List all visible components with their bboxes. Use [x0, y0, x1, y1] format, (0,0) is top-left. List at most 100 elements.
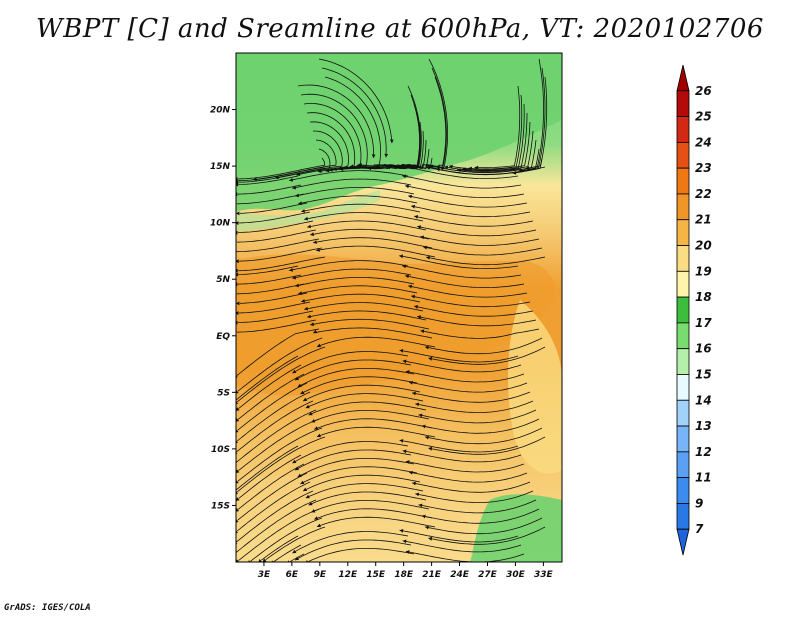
streamline-arrowhead — [408, 194, 412, 199]
streamline — [300, 376, 418, 395]
streamline-arrowhead — [311, 419, 316, 423]
chart-title: WBPT [C] and Sreamline at 600hPa, VT: 20… — [36, 14, 764, 44]
streamline-arrowhead — [409, 380, 413, 385]
streamline — [417, 316, 537, 327]
streamline — [448, 121, 531, 170]
streamline — [420, 236, 540, 246]
x-tick-label: 6E — [286, 570, 299, 580]
streamline-arrowhead — [411, 204, 415, 209]
streamline-arrowhead — [325, 168, 330, 173]
streamline-arrowhead — [308, 501, 313, 506]
streamline-arrowhead — [262, 558, 267, 562]
streamline — [343, 130, 424, 169]
streamline — [402, 360, 522, 373]
streamline-arrowhead — [420, 329, 425, 334]
streamline — [302, 474, 421, 492]
streamline-arrowhead — [444, 165, 449, 170]
streamline — [289, 553, 305, 562]
streamline — [292, 178, 412, 189]
streamline — [292, 268, 412, 279]
x-tick-label: 30E — [506, 570, 526, 580]
x-tick-label: 3E — [258, 570, 271, 580]
streamline-arrowhead — [304, 216, 308, 221]
streamline — [296, 121, 349, 176]
streamline — [310, 318, 430, 330]
streamline-arrowhead — [405, 370, 410, 374]
streamline — [298, 285, 418, 295]
streamline — [265, 526, 326, 561]
streamline-arrowhead — [289, 268, 293, 272]
streamline — [316, 516, 436, 528]
streamline — [308, 401, 427, 416]
streamline — [418, 409, 537, 424]
streamline-arrowhead — [384, 153, 389, 158]
streamline — [238, 256, 326, 272]
streamline-arrowhead — [292, 275, 296, 280]
streamline — [237, 184, 302, 195]
streamline — [238, 175, 299, 185]
streamline — [237, 436, 326, 493]
x-tick-label: 18E — [394, 570, 414, 580]
streamline — [313, 327, 433, 339]
streamline-arrowhead — [399, 164, 403, 169]
streamline — [239, 202, 308, 214]
streamline-arrowhead — [412, 391, 416, 396]
streamline — [428, 526, 546, 545]
streamline — [428, 346, 546, 365]
streamline — [238, 418, 320, 471]
streamline-arrowhead — [236, 301, 240, 306]
streamline — [408, 381, 528, 393]
streamline — [405, 275, 525, 288]
streamline — [512, 76, 548, 174]
streamline — [418, 499, 537, 514]
colorbar-label: 20 — [695, 239, 712, 253]
streamline — [298, 195, 418, 205]
plot-frame — [235, 52, 563, 563]
colorbar-label: 18 — [695, 290, 712, 304]
y-tick-label: 15N — [210, 162, 231, 172]
streamline — [236, 283, 305, 295]
streamline — [237, 463, 305, 510]
streamline-arrowhead — [313, 240, 317, 244]
colorbar-label: 25 — [695, 110, 712, 124]
x-tick-label: 12E — [338, 570, 358, 580]
colorbar-swatch — [676, 348, 690, 375]
streamline — [238, 265, 299, 275]
streamline — [237, 382, 308, 431]
streamline — [292, 531, 409, 554]
streamline-arrowhead — [415, 492, 420, 497]
streamline — [304, 212, 424, 222]
streamline-arrowhead — [236, 272, 239, 277]
streamline — [295, 187, 415, 197]
streamline — [236, 328, 320, 376]
streamline-arrowhead — [417, 315, 421, 319]
colorbar-swatch — [676, 167, 690, 195]
colorbar-label: 11 — [695, 471, 712, 485]
streamline-arrowhead — [295, 193, 299, 198]
streamline-arrowhead — [314, 516, 319, 520]
streamline — [297, 458, 415, 478]
streamline-arrowhead — [232, 250, 236, 254]
streamline — [294, 359, 412, 381]
streamline-arrowhead — [412, 481, 416, 486]
streamline — [236, 409, 317, 463]
streamline — [425, 517, 543, 535]
streamline — [405, 371, 525, 383]
streamline — [292, 441, 409, 464]
streamline — [429, 157, 543, 174]
colorbar-label: 12 — [695, 445, 712, 459]
streamline — [311, 410, 430, 423]
streamline-arrowhead — [236, 559, 240, 562]
colorbar-label: 14 — [695, 393, 712, 407]
streamline — [313, 237, 433, 249]
x-axis: 3E 6E 9E 12E 15E 18E 21E 24E 27E 30E 33E — [258, 562, 554, 580]
streamline-arrowhead — [236, 469, 240, 473]
streamline-arrowhead — [311, 509, 316, 513]
streamline — [236, 400, 314, 453]
streamline — [250, 517, 323, 562]
streamline-arrowhead — [236, 497, 240, 501]
streamline — [261, 535, 299, 561]
streamline-arrowhead — [405, 184, 409, 189]
streamline-arrowhead — [317, 343, 321, 348]
streamline-arrowhead — [409, 470, 413, 475]
